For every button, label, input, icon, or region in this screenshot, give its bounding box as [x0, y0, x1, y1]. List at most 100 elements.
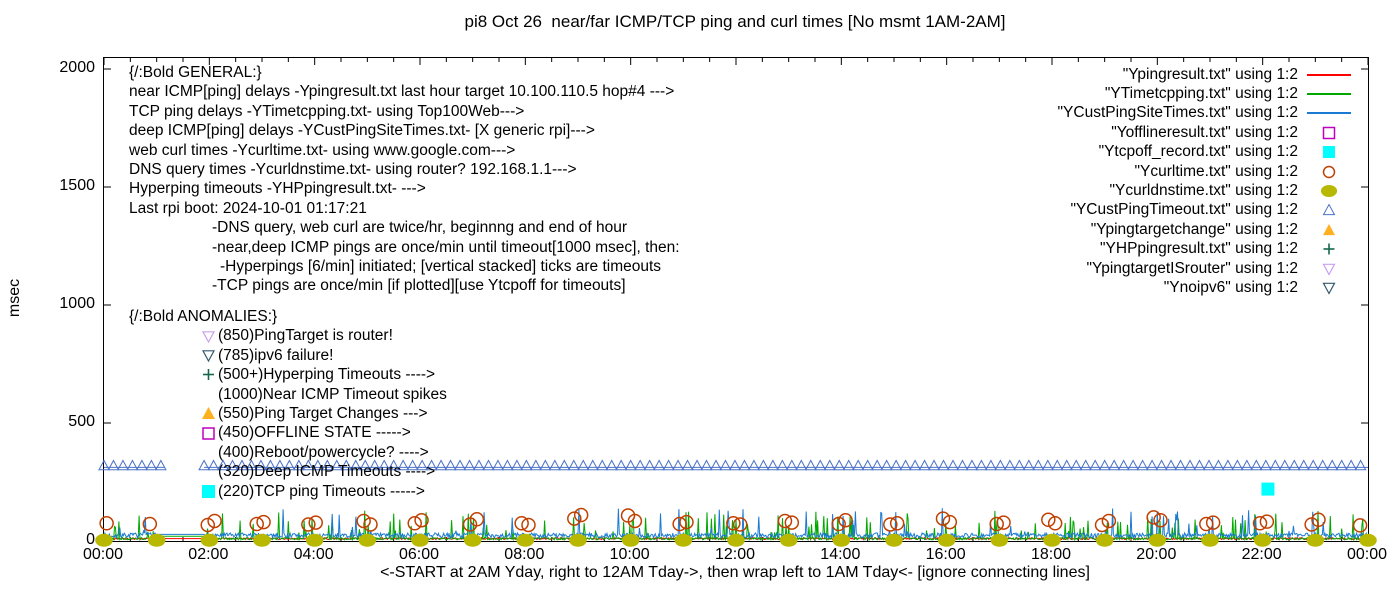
xtick-0600-3: 06:00	[398, 546, 440, 563]
anomaly-item: (785)ipv6 failure!	[201, 346, 447, 365]
anomalies-header: {/:Bold ANOMALIES:}	[129, 308, 278, 325]
legend-sample-circle-filled-icon	[1298, 183, 1360, 199]
no-marker	[201, 445, 218, 459]
legend-row: "YCustPingSiteTimes.txt" using 1:2	[1058, 104, 1360, 123]
anomaly-tri-up-filled-icon	[201, 407, 218, 421]
series-ycurldnstime-txt	[95, 533, 1377, 547]
series-ytcpoff_record-txt	[1261, 482, 1275, 496]
series-ycurltime-txt	[99, 507, 1368, 533]
general-line: -DNS query, web curl are twice/hr, begin…	[212, 219, 628, 237]
series-ycustpingtimeout-txt	[98, 459, 1368, 471]
legend-label: "YCustPingTimeout.txt" using 1:2	[1070, 201, 1298, 219]
chart-title: pi8 Oct 26 near/far ICMP/TCP ping and cu…	[464, 12, 1006, 31]
legend-sample-plus-icon	[1298, 241, 1360, 257]
anomaly-item: (1000)Near ICMP Timeout spikes	[201, 385, 447, 404]
general-line: web curl times -Ycurltime.txt- using www…	[129, 141, 516, 159]
legend-sample-tri-down-open-icon	[1298, 261, 1360, 277]
general-annotation: {/:Bold GENERAL:} near ICMP[ping] delays …	[129, 63, 680, 296]
legend-sample-square-open-icon	[1298, 125, 1360, 141]
legend-label: "Yofflineresult.txt" using 1:2	[1111, 123, 1298, 141]
no-marker	[201, 387, 218, 401]
anomaly-text: (550)Ping Target Changes --->	[218, 404, 428, 422]
xtick-0400-2: 04:00	[293, 546, 334, 563]
legend-row: "YHPpingresult.txt" using 1:2	[1058, 240, 1360, 259]
anomaly-square-open-icon	[201, 426, 218, 440]
legend-label: "YpingtargetISrouter" using 1:2	[1086, 259, 1298, 277]
legend-row: "Ycurldnstime.txt" using 1:2	[1058, 181, 1360, 200]
legend-row: "YTimetcpping.txt" using 1:2	[1058, 84, 1360, 103]
general-line: Hyperping timeouts -YHPpingresult.txt- -…	[129, 180, 426, 198]
xtick-1000-5: 10:00	[609, 546, 650, 563]
anomaly-tri-down-open-icon	[201, 348, 218, 363]
xtick-2200-11: 22:00	[1241, 546, 1282, 563]
legend-label: "Ycurldnstime.txt" using 1:2	[1109, 182, 1298, 200]
anomaly-item: (220)TCP ping Timeouts ----->	[201, 482, 447, 501]
legend-label: "YCustPingSiteTimes.txt" using 1:2	[1057, 104, 1298, 122]
general-line: -TCP pings are once/min [if plotted][use…	[212, 277, 626, 295]
general-line: TCP ping delays -YTimetcpping.txt- using…	[129, 102, 525, 120]
ytick-0: 0	[86, 531, 95, 548]
legend-label: "Ytcpoff_record.txt" using 1:2	[1098, 143, 1298, 161]
legend-row: "Ynoipv6" using 1:2	[1058, 278, 1360, 297]
legend-label: "Ynoipv6" using 1:2	[1163, 278, 1298, 296]
legend-row: "Yofflineresult.txt" using 1:2	[1058, 123, 1360, 142]
legend-label: "Ycurltime.txt" using 1:2	[1134, 162, 1298, 180]
legend-sample-line-icon	[1298, 87, 1360, 101]
anomaly-text: (785)ipv6 failure!	[218, 346, 334, 364]
xtick-0000-12: 00:00	[1346, 546, 1388, 563]
plot-area: {/:Bold GENERAL:} near ICMP[ping] delays …	[95, 57, 1377, 547]
legend-row: "YpingtargetISrouter" using 1:2	[1058, 259, 1360, 278]
anomaly-square-filled-icon	[201, 484, 218, 498]
anomaly-item: (450)OFFLINE STATE ----->	[201, 423, 447, 442]
anomaly-text: (220)TCP ping Timeouts ----->	[218, 482, 425, 500]
anomalies-annotation: {/:Bold ANOMALIES:} (850)PingTarget is ro…	[129, 307, 447, 501]
legend-sample-circle-open-icon	[1298, 164, 1360, 180]
x-axis-caption: <-START at 2AM Yday, right to 12AM Tday-…	[380, 564, 1090, 581]
legend-row: "YCustPingTimeout.txt" using 1:2	[1058, 201, 1360, 220]
ytick-1500: 1500	[59, 177, 95, 194]
general-header: {/:Bold GENERAL:}	[129, 64, 262, 81]
legend-row: "Ycurltime.txt" using 1:2	[1058, 162, 1360, 181]
legend-row: "Ytcpoff_record.txt" using 1:2	[1058, 143, 1360, 162]
ytick-500: 500	[68, 413, 95, 430]
legend-sample-square-filled-icon	[1298, 144, 1360, 160]
anomaly-item: (550)Ping Target Changes --->	[201, 404, 447, 423]
general-line: Last rpi boot: 2024-10-01 01:17:21	[129, 199, 367, 217]
xtick-1400-7: 14:00	[820, 546, 861, 563]
general-line: -Hyperpings [6/min] initiated; [vertical…	[220, 258, 662, 276]
general-line: deep ICMP[ping] delays -YCustPingSiteTim…	[129, 122, 595, 140]
general-line: -near,deep ICMP pings are once/min until…	[212, 238, 680, 256]
legend-label: "YHPpingresult.txt" using 1:2	[1100, 240, 1298, 258]
anomaly-item: (850)PingTarget is router!	[201, 326, 447, 345]
anomaly-text: (320)Deep ICMP Timeouts ---->	[218, 463, 436, 481]
anomaly-tri-down-open-icon	[201, 329, 218, 343]
anomaly-item: (320)Deep ICMP Timeouts ---->	[201, 462, 447, 481]
xtick-1600-8: 16:00	[925, 546, 966, 563]
y-axis-label: msec	[6, 278, 23, 318]
general-line: DNS query times -Ycurldnstime.txt- using…	[129, 161, 577, 179]
anomaly-text: (500+)Hyperping Timeouts ---->	[218, 366, 436, 384]
anomaly-text: (400)Reboot/powercycle? ---->	[218, 443, 429, 461]
legend-sample-tri-up-filled-icon	[1298, 222, 1360, 238]
anomaly-text: (450)OFFLINE STATE ----->	[218, 424, 411, 442]
xtick-0200-1: 02:00	[188, 546, 229, 563]
no-marker	[201, 465, 218, 479]
anomaly-item: (400)Reboot/powercycle? ---->	[201, 443, 447, 462]
xtick-2000-10: 20:00	[1136, 546, 1177, 563]
anomaly-text: (1000)Near ICMP Timeout spikes	[218, 385, 447, 403]
legend: "Ypingresult.txt" using 1:2 "YTimetcpping…	[1058, 65, 1360, 298]
anomaly-item: (500+)Hyperping Timeouts ---->	[201, 365, 447, 384]
legend-row: "Ypingtargetchange" using 1:2	[1058, 220, 1360, 239]
anomaly-text: (850)PingTarget is router!	[218, 327, 393, 345]
general-line: near ICMP[ping] delays -Ypingresult.txt …	[129, 83, 675, 101]
legend-sample-tri-down-open-icon	[1298, 280, 1360, 296]
ytick-2000: 2000	[59, 59, 95, 76]
legend-label: "Ypingresult.txt" using 1:2	[1122, 65, 1298, 83]
legend-sample-line-icon	[1298, 106, 1360, 120]
legend-label: "Ypingtargetchange" using 1:2	[1090, 220, 1298, 238]
xtick-1800-9: 18:00	[1030, 546, 1072, 563]
xtick-1200-6: 12:00	[714, 546, 756, 563]
ytick-1000: 1000	[59, 295, 95, 312]
legend-label: "YTimetcpping.txt" using 1:2	[1104, 85, 1298, 103]
